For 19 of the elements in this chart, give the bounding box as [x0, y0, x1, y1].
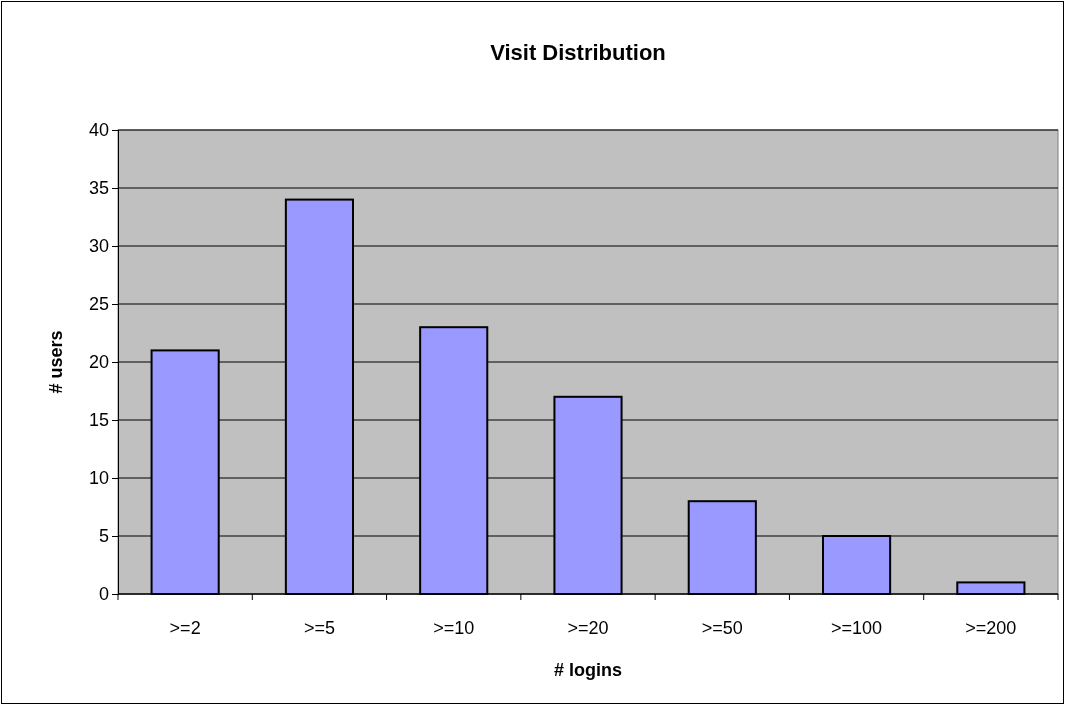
- chart-title: Visit Distribution: [490, 40, 666, 65]
- x-tick-label: >=2: [169, 618, 201, 638]
- y-tick-label: 0: [98, 584, 109, 605]
- y-tick-label: 30: [88, 236, 109, 257]
- y-tick-label: 10: [88, 468, 109, 489]
- x-axis-title: # logins: [553, 660, 623, 680]
- y-tick-label: 5: [98, 526, 109, 547]
- x-tick-label: >=200: [965, 618, 1017, 638]
- x-tick-label: >=50: [701, 618, 743, 638]
- y-tick-label: 35: [88, 178, 109, 199]
- y-tick-label: 20: [88, 352, 109, 373]
- x-tick-label: >=5: [303, 618, 335, 638]
- y-tick-label: 25: [88, 294, 109, 315]
- y-tick-label: 15: [88, 410, 109, 431]
- y-tick-label: 40: [88, 120, 109, 141]
- x-tick-label: >=20: [567, 618, 609, 638]
- x-tick-label: >=100: [831, 618, 883, 638]
- x-tick-label: >=10: [433, 618, 475, 638]
- y-axis-title: # users: [46, 330, 66, 394]
